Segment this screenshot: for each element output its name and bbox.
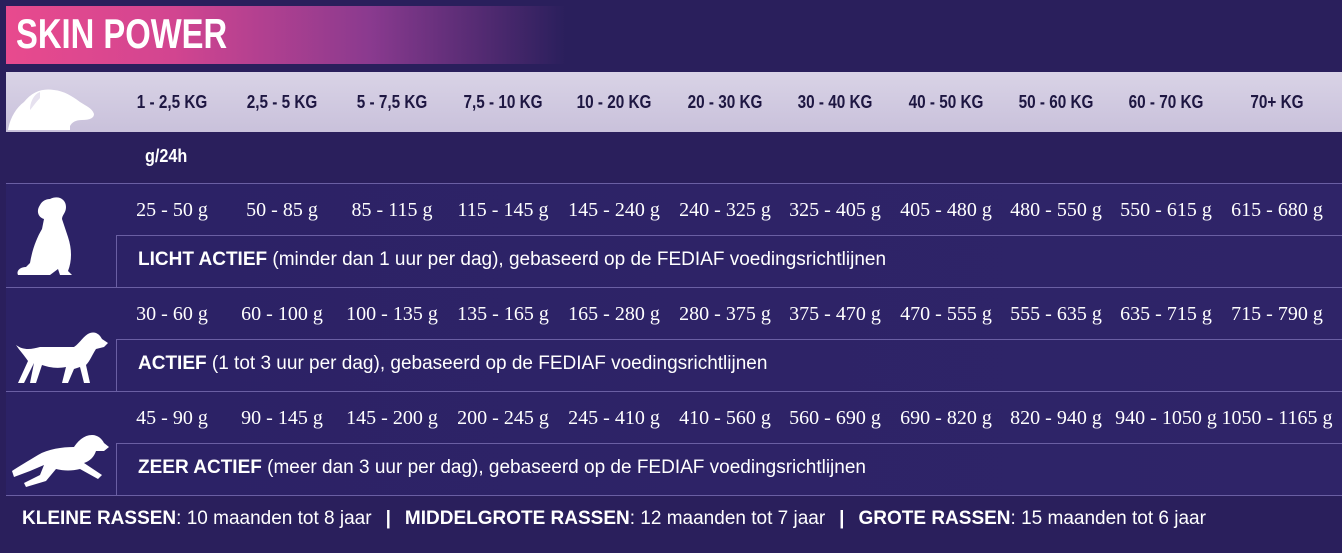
- sitting-dog-icon: [10, 191, 110, 286]
- activity-level-label: ZEER ACTIEF (meer dan 3 uur per dag), ge…: [138, 457, 866, 479]
- large-breeds-age: : 15 maanden tot 6 jaar: [1010, 508, 1206, 529]
- feeding-amount-cell: 470 - 555 g: [900, 303, 992, 325]
- feeding-amount-cell: 410 - 560 g: [679, 407, 771, 429]
- medium-breeds-label: MIDDELGROTE RASSEN: [404, 508, 630, 529]
- feeding-amount-cell: 30 - 60 g: [136, 303, 208, 325]
- feeding-amount-cell: 145 - 200 g: [346, 407, 438, 429]
- small-breeds-age: : 10 maanden tot 8 jaar: [176, 508, 372, 529]
- feeding-amount-cell: 240 - 325 g: [679, 199, 771, 221]
- weight-range-cell: 40 - 50 KG: [908, 92, 984, 112]
- weight-range-cell: 5 - 7,5 KG: [356, 92, 428, 112]
- feeding-amount-cell: 480 - 550 g: [1010, 199, 1102, 221]
- band-divider: [6, 495, 1342, 496]
- weight-range-cell: 70+ KG: [1250, 92, 1304, 112]
- medium-breeds-age: : 12 maanden tot 7 jaar: [629, 508, 826, 529]
- footer-separator: |: [385, 508, 391, 529]
- activity-level-name: ZEER ACTIEF: [138, 457, 262, 478]
- feeding-amount-cell: 165 - 280 g: [568, 303, 660, 325]
- row-divider: [117, 235, 1342, 236]
- feeding-amount-cell: 820 - 940 g: [1010, 407, 1102, 429]
- feeding-amount-cell: 85 - 115 g: [351, 199, 433, 221]
- weight-range-cell: 7,5 - 10 KG: [463, 92, 543, 112]
- feeding-amount-cell: 280 - 375 g: [679, 303, 771, 325]
- feeding-amount-cell: 550 - 615 g: [1120, 199, 1212, 221]
- icon-column-divider: [116, 443, 117, 495]
- feeding-amount-cell: 245 - 410 g: [568, 407, 660, 429]
- weight-range-cell: 50 - 60 KG: [1018, 92, 1094, 112]
- activity-level-description: (meer dan 3 uur per dag), gebaseerd op d…: [261, 457, 866, 478]
- feeding-amount-cell: 560 - 690 g: [789, 407, 881, 429]
- weight-range-cell: 10 - 20 KG: [576, 92, 652, 112]
- feeding-amount-cell: 145 - 240 g: [568, 199, 660, 221]
- feeding-amount-cell: 1050 - 1165 g: [1221, 407, 1333, 429]
- feeding-amount-cell: 50 - 85 g: [246, 199, 318, 221]
- weight-header-row: 1 - 2,5 KG 2,5 - 5 KG 5 - 7,5 KG 7,5 - 10 K…: [6, 72, 1342, 132]
- icon-column-divider: [116, 339, 117, 391]
- feeding-amount-cell: 90 - 145 g: [241, 407, 323, 429]
- weight-range-cell: 2,5 - 5 KG: [246, 92, 318, 112]
- feeding-amount-cell: 615 - 680 g: [1231, 199, 1323, 221]
- weight-range-cell: 30 - 40 KG: [797, 92, 873, 112]
- feeding-amount-cell: 555 - 635 g: [1010, 303, 1102, 325]
- band-divider: [6, 391, 1342, 392]
- activity-level-description: (1 tot 3 uur per dag), gebaseerd op de F…: [206, 353, 768, 374]
- activity-level-label: LICHT ACTIEF (minder dan 1 uur per dag),…: [138, 249, 886, 271]
- weight-range-cell: 20 - 30 KG: [687, 92, 763, 112]
- row-divider: [117, 443, 1342, 444]
- small-breeds-label: KLEINE RASSEN: [22, 508, 177, 529]
- icon-column-divider: [116, 235, 117, 287]
- row-divider: [117, 339, 1342, 340]
- large-breeds-label: GROTE RASSEN: [858, 508, 1011, 529]
- feeding-amount-cell: 135 - 165 g: [457, 303, 549, 325]
- running-dog-icon: [10, 431, 110, 496]
- weight-range-cell: 60 - 70 KG: [1128, 92, 1204, 112]
- activity-level-label: ACTIEF (1 tot 3 uur per dag), gebaseerd …: [138, 353, 767, 375]
- activity-level-name: LICHT ACTIEF: [138, 249, 268, 270]
- band-divider: [6, 183, 1342, 184]
- title-banner: SKIN POWER: [6, 6, 566, 64]
- feeding-amount-cell: 100 - 135 g: [346, 303, 438, 325]
- walking-dog-icon: [10, 327, 110, 392]
- feeding-amount-cell: 375 - 470 g: [789, 303, 881, 325]
- feeding-amount-cell: 325 - 405 g: [789, 199, 881, 221]
- feeding-amount-cell: 60 - 100 g: [241, 303, 323, 325]
- feeding-amount-cell: 25 - 50 g: [136, 199, 208, 221]
- feeding-amount-cell: 45 - 90 g: [136, 407, 208, 429]
- feeding-amount-cell: 690 - 820 g: [900, 407, 992, 429]
- band-divider: [6, 287, 1342, 288]
- feeding-amount-cell: 200 - 245 g: [457, 407, 549, 429]
- weight-range-cell: 1 - 2,5 KG: [136, 92, 208, 112]
- feeding-amount-cell: 635 - 715 g: [1120, 303, 1212, 325]
- page-title: SKIN POWER: [16, 10, 228, 57]
- feeding-amount-cell: 115 - 145 g: [457, 199, 549, 221]
- dog-head-icon: [8, 89, 94, 130]
- feeding-amount-cell: 715 - 790 g: [1231, 303, 1323, 325]
- age-footer: KLEINE RASSEN: 10 maanden tot 8 jaar | MID…: [22, 508, 1206, 530]
- unit-label: g/24h: [145, 146, 188, 166]
- feeding-amount-cell: 940 - 1050 g: [1115, 407, 1217, 429]
- footer-separator: |: [839, 508, 845, 529]
- activity-level-description: (minder dan 1 uur per dag), gebaseerd op…: [267, 249, 887, 270]
- feeding-amount-cell: 405 - 480 g: [900, 199, 992, 221]
- activity-level-name: ACTIEF: [138, 353, 207, 374]
